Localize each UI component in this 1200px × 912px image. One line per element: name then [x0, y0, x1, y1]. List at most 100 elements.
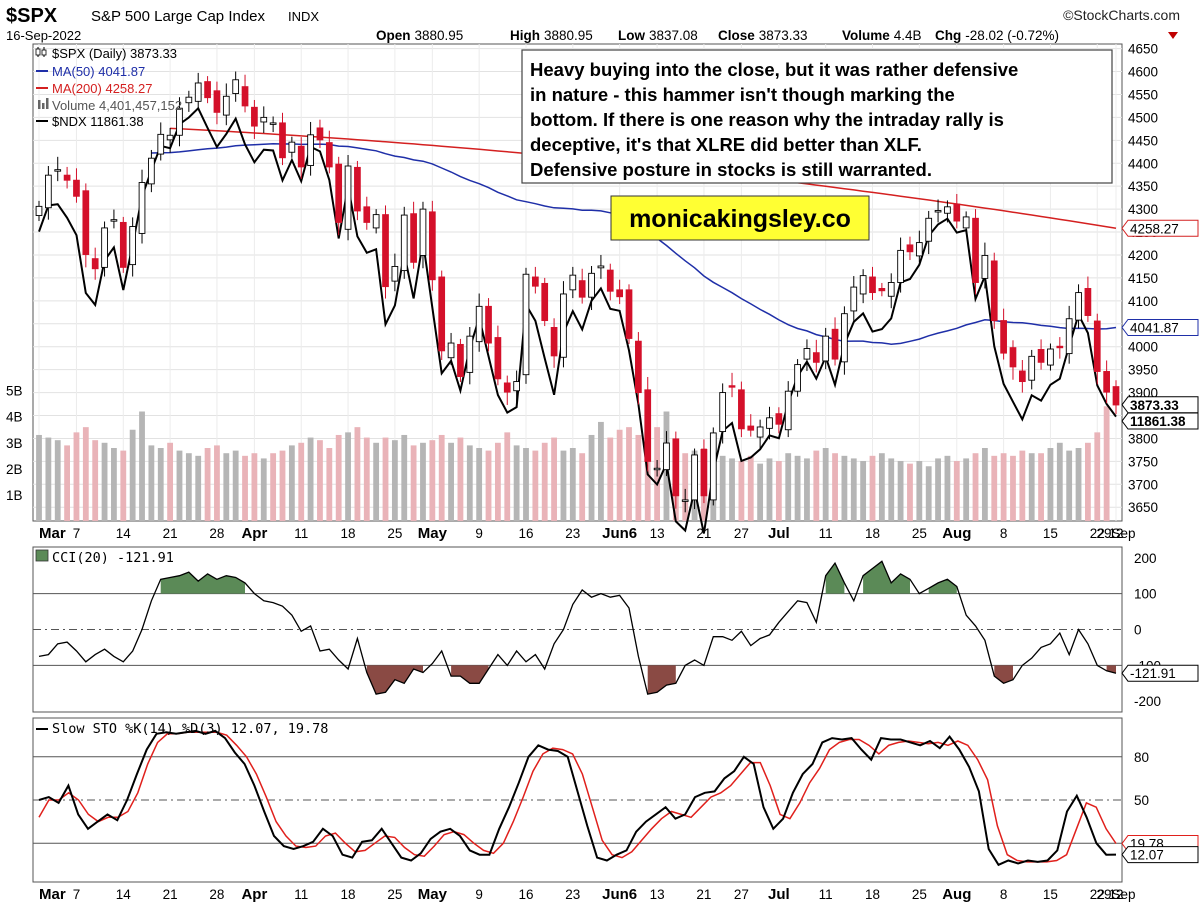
candle-down	[878, 288, 886, 292]
volume-bar	[888, 458, 895, 521]
candle-down	[625, 289, 633, 339]
ohlc-row: Open 3880.95 High 3880.95 Low 3837.08 Close 387…	[376, 28, 1178, 43]
ohlc-label: Volume	[842, 28, 890, 43]
sto-pct-k-last-label: 12.07	[1121, 846, 1199, 864]
candle-up	[166, 134, 174, 141]
cci-positive-fill	[160, 561, 957, 594]
candle-down	[485, 305, 492, 344]
ma200-last-label-text: 4258.27	[1130, 221, 1179, 236]
candle-up	[110, 219, 118, 222]
volume-bar	[504, 432, 511, 521]
candle-up	[232, 79, 240, 94]
candle-down	[325, 142, 333, 168]
price-x-tick: 14	[116, 526, 132, 541]
price-x-tick: Aug	[942, 525, 971, 542]
volume-bar	[916, 461, 923, 521]
price-x-tick: 11	[819, 526, 833, 541]
header-name: S&P 500 Large Cap Index	[91, 8, 266, 25]
candle-up	[597, 265, 605, 269]
candle-up	[944, 206, 951, 214]
candle-down	[1009, 347, 1017, 368]
annotation-line-5: Defensive posture in stocks is still war…	[530, 159, 932, 180]
candle-up	[822, 335, 830, 362]
candle-down	[635, 340, 642, 394]
volume-bar	[953, 461, 960, 521]
candle-up	[981, 254, 989, 279]
volume-bar	[494, 442, 501, 521]
candle-down	[438, 276, 446, 352]
volume-bar	[747, 455, 754, 521]
price-y-tick: 4100	[1128, 294, 1158, 309]
volume-bar	[523, 448, 529, 521]
candle-up	[794, 364, 801, 392]
volume-bar	[1000, 453, 1007, 521]
price-x-tick: 18	[341, 526, 356, 541]
candle-down	[503, 382, 511, 393]
volume-bar	[775, 461, 782, 521]
candle-up	[560, 293, 567, 358]
ohlc-label: High	[510, 28, 540, 43]
candle-down	[457, 343, 464, 377]
candle-down	[1084, 288, 1092, 316]
candle-down	[1018, 370, 1026, 383]
candle-down	[532, 276, 539, 287]
volume-bar	[485, 450, 492, 521]
price-x-tick: Mar	[39, 525, 66, 542]
volume-bar	[476, 448, 483, 521]
cci-line	[38, 560, 1117, 695]
sto-x-tick: 18	[341, 887, 356, 902]
candle-up	[897, 249, 904, 283]
candle-up	[522, 273, 530, 376]
candle-up	[1047, 348, 1054, 366]
price-y-tick: 4650	[1128, 42, 1158, 57]
volume-bar	[1028, 453, 1035, 521]
volume-bar	[682, 453, 689, 521]
price-y-tick: 3650	[1128, 500, 1158, 515]
sto-x-tick: 8	[1000, 887, 1008, 902]
ohlc-label: Close	[718, 28, 755, 43]
volume-bar	[82, 427, 89, 521]
volume-bar	[148, 445, 155, 521]
watermark-box: monicakingsley.co	[610, 195, 870, 241]
ohlc-chg: Chg -28.02 (-0.72%)	[935, 28, 1059, 43]
price-x-tick: 21	[163, 526, 178, 541]
volume-bar	[157, 448, 164, 521]
candle-down	[1056, 345, 1064, 349]
volume-bar	[551, 437, 557, 521]
volume-bar	[719, 455, 726, 521]
volume-bar	[45, 437, 52, 521]
candle-up	[588, 272, 595, 298]
candle-down	[82, 190, 90, 255]
price-x-tick: 29Sep	[1096, 526, 1135, 541]
volume-bar	[804, 458, 810, 521]
volume-bar	[907, 463, 913, 521]
volume-bar	[616, 429, 623, 521]
candle-up	[288, 141, 296, 153]
ma200-last-label-frame	[1121, 219, 1199, 237]
ohlc-open: Open 3880.95	[376, 28, 463, 43]
volume-bar	[626, 427, 632, 521]
ohlc-value: 4.4B	[894, 28, 922, 43]
ohlc-volume: Volume 4.4B	[842, 28, 922, 43]
candle-down	[672, 438, 680, 497]
candle-down	[1112, 386, 1120, 406]
candle-down	[541, 282, 549, 322]
candle-down	[91, 258, 99, 270]
ndx-last-label: 11861.38	[1121, 412, 1199, 430]
price-y-tick: 4000	[1128, 340, 1158, 355]
candle-down	[1093, 320, 1101, 372]
sto-x-tick: 14	[116, 887, 132, 902]
candle-up	[176, 107, 183, 136]
candle-down	[1000, 320, 1007, 354]
volume-bar	[1075, 448, 1082, 521]
ohlc-value: 3837.08	[649, 28, 698, 43]
ma200-last-label: 4258.27	[1121, 219, 1199, 237]
candle-up	[887, 282, 895, 297]
candle-up	[859, 275, 867, 295]
price-x-tick: 27	[734, 526, 749, 541]
volume-bar	[420, 442, 426, 521]
sto-x-tick: 18	[865, 887, 880, 902]
price-y-tick: 4300	[1128, 202, 1158, 217]
candle-down	[747, 425, 755, 431]
volume-tick: 1B	[6, 488, 23, 503]
